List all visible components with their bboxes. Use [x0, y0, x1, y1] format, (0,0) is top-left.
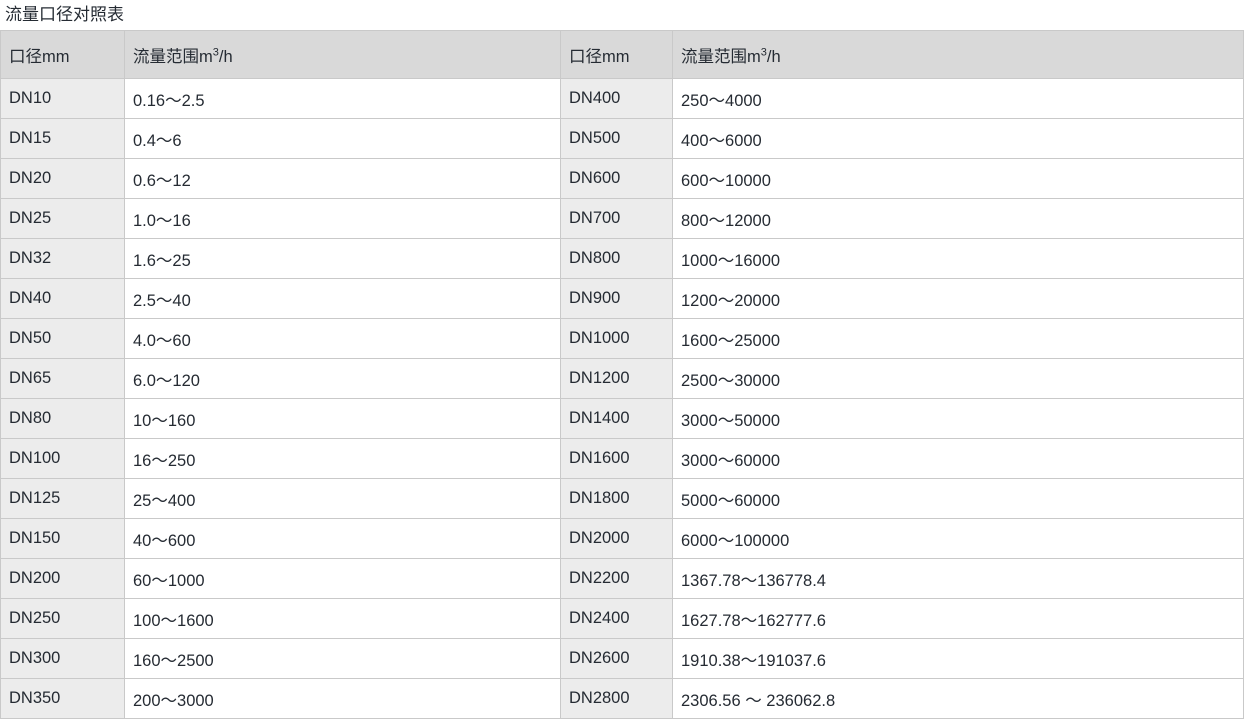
cell-flow-range-left: 0.6～12 — [124, 158, 561, 199]
cell-flow-range-left: 10～160 — [124, 398, 561, 439]
table-row: DN40 2.5～40 DN900 1200～20000 — [0, 278, 1244, 319]
cell-diameter-left: DN250 — [0, 598, 125, 639]
cell-diameter-right: DN400 — [560, 78, 673, 119]
cell-flow-range-left: 1.6～25 — [124, 238, 561, 279]
cell-diameter-left: DN32 — [0, 238, 125, 279]
cell-diameter-right: DN600 — [560, 158, 673, 199]
table-row: DN15 0.4～6 DN500 400～6000 — [0, 118, 1244, 159]
cell-diameter-right: DN700 — [560, 198, 673, 239]
cell-flow-range-left: 160～2500 — [124, 638, 561, 679]
column-header-flow-range-left-suffix: /h — [218, 47, 233, 66]
cell-diameter-left: DN25 — [0, 198, 125, 239]
cell-flow-range-right: 800～12000 — [672, 198, 1244, 239]
table-row: DN100 16～250 DN1600 3000～60000 — [0, 438, 1244, 479]
cell-flow-range-right: 400～6000 — [672, 118, 1244, 159]
cell-diameter-left: DN50 — [0, 318, 125, 359]
table-row: DN10 0.16～2.5 DN400 250～4000 — [0, 78, 1244, 119]
cell-flow-range-left: 25～400 — [124, 478, 561, 519]
cell-flow-range-left: 16～250 — [124, 438, 561, 479]
cell-flow-range-left: 60～1000 — [124, 558, 561, 599]
cell-flow-range-right: 2306.56 ～ 236062.8 — [672, 678, 1244, 719]
cell-diameter-left: DN10 — [0, 78, 125, 119]
table-row: DN250 100～1600 DN2400 1627.78～162777.6 — [0, 598, 1244, 639]
cell-diameter-right: DN1800 — [560, 478, 673, 519]
column-header-diameter-left: 口径mm — [0, 30, 125, 79]
cell-flow-range-right: 2500～30000 — [672, 358, 1244, 399]
table-header-row: 口径mm 流量范围m3/h 口径mm 流量范围m3/h — [0, 30, 1244, 79]
cell-diameter-left: DN200 — [0, 558, 125, 599]
table-row: DN80 10～160 DN1400 3000～50000 — [0, 398, 1244, 439]
column-header-flow-range-right: 流量范围m3/h — [672, 30, 1244, 79]
cell-flow-range-right: 3000～50000 — [672, 398, 1244, 439]
cell-flow-range-left: 4.0～60 — [124, 318, 561, 359]
flow-diameter-comparison-table: 口径mm 流量范围m3/h 口径mm 流量范围m3/h DN10 0.16～2.5… — [0, 30, 1244, 719]
table-header: 口径mm 流量范围m3/h 口径mm 流量范围m3/h — [0, 30, 1244, 79]
cell-diameter-right: DN1000 — [560, 318, 673, 359]
column-header-flow-range-left-prefix: 流量范围m — [133, 47, 213, 66]
cell-flow-range-left: 0.4～6 — [124, 118, 561, 159]
cell-flow-range-right: 250～4000 — [672, 78, 1244, 119]
page-title: 流量口径对照表 — [5, 5, 124, 24]
table-row: DN25 1.0～16 DN700 800～12000 — [0, 198, 1244, 239]
cell-flow-range-right: 5000～60000 — [672, 478, 1244, 519]
cell-diameter-left: DN40 — [0, 278, 125, 319]
table-row: DN65 6.0～120 DN1200 2500～30000 — [0, 358, 1244, 399]
column-header-flow-range-right-prefix: 流量范围m — [681, 47, 761, 66]
cell-diameter-left: DN150 — [0, 518, 125, 559]
table-row: DN20 0.6～12 DN600 600～10000 — [0, 158, 1244, 199]
cell-flow-range-left: 100～1600 — [124, 598, 561, 639]
cell-flow-range-right: 1367.78～136778.4 — [672, 558, 1244, 599]
table-row: DN200 60～1000 DN2200 1367.78～136778.4 — [0, 558, 1244, 599]
cell-flow-range-right: 1000～16000 — [672, 238, 1244, 279]
cell-diameter-right: DN500 — [560, 118, 673, 159]
cell-diameter-left: DN80 — [0, 398, 125, 439]
cell-flow-range-right: 3000～60000 — [672, 438, 1244, 479]
cell-diameter-left: DN300 — [0, 638, 125, 679]
cell-diameter-left: DN350 — [0, 678, 125, 719]
table-row: DN350 200～3000 DN2800 2306.56 ～ 236062.8 — [0, 678, 1244, 719]
cell-flow-range-left: 0.16～2.5 — [124, 78, 561, 119]
cell-flow-range-right: 1627.78～162777.6 — [672, 598, 1244, 639]
cell-diameter-right: DN2200 — [560, 558, 673, 599]
table-row: DN300 160～2500 DN2600 1910.38～191037.6 — [0, 638, 1244, 679]
cell-flow-range-left: 40～600 — [124, 518, 561, 559]
cell-flow-range-right: 600～10000 — [672, 158, 1244, 199]
cell-diameter-right: DN2400 — [560, 598, 673, 639]
cell-flow-range-right: 1910.38～191037.6 — [672, 638, 1244, 679]
cell-diameter-right: DN1200 — [560, 358, 673, 399]
cell-diameter-right: DN800 — [560, 238, 673, 279]
table-row: DN50 4.0～60 DN1000 1600～25000 — [0, 318, 1244, 359]
column-header-flow-range-right-suffix: /h — [766, 47, 781, 66]
cell-diameter-left: DN20 — [0, 158, 125, 199]
cell-flow-range-right: 1600～25000 — [672, 318, 1244, 359]
cell-diameter-right: DN2800 — [560, 678, 673, 719]
cell-diameter-right: DN1400 — [560, 398, 673, 439]
cell-diameter-left: DN100 — [0, 438, 125, 479]
flow-diameter-table-wrapper: 口径mm 流量范围m3/h 口径mm 流量范围m3/h DN10 0.16～2.5… — [0, 30, 1244, 719]
column-header-flow-range-right-superscript: 3 — [760, 46, 767, 58]
cell-flow-range-right: 1200～20000 — [672, 278, 1244, 319]
cell-diameter-right: DN900 — [560, 278, 673, 319]
table-body: DN10 0.16～2.5 DN400 250～4000 DN15 0.4～6 DN500 4… — [0, 78, 1244, 719]
cell-diameter-right: DN2600 — [560, 638, 673, 679]
cell-flow-range-left: 1.0～16 — [124, 198, 561, 239]
cell-diameter-right: DN2000 — [560, 518, 673, 559]
column-header-flow-range-left-superscript: 3 — [212, 46, 219, 58]
cell-flow-range-left: 6.0～120 — [124, 358, 561, 399]
column-header-flow-range-left: 流量范围m3/h — [124, 30, 561, 79]
cell-flow-range-left: 200～3000 — [124, 678, 561, 719]
cell-diameter-left: DN125 — [0, 478, 125, 519]
cell-diameter-right: DN1600 — [560, 438, 673, 479]
cell-flow-range-left: 2.5～40 — [124, 278, 561, 319]
table-row: DN150 40～600 DN2000 6000～100000 — [0, 518, 1244, 559]
cell-flow-range-right: 6000～100000 — [672, 518, 1244, 559]
cell-diameter-left: DN65 — [0, 358, 125, 399]
cell-diameter-left: DN15 — [0, 118, 125, 159]
column-header-diameter-right: 口径mm — [560, 30, 673, 79]
table-row: DN125 25～400 DN1800 5000～60000 — [0, 478, 1244, 519]
table-row: DN32 1.6～25 DN800 1000～16000 — [0, 238, 1244, 279]
